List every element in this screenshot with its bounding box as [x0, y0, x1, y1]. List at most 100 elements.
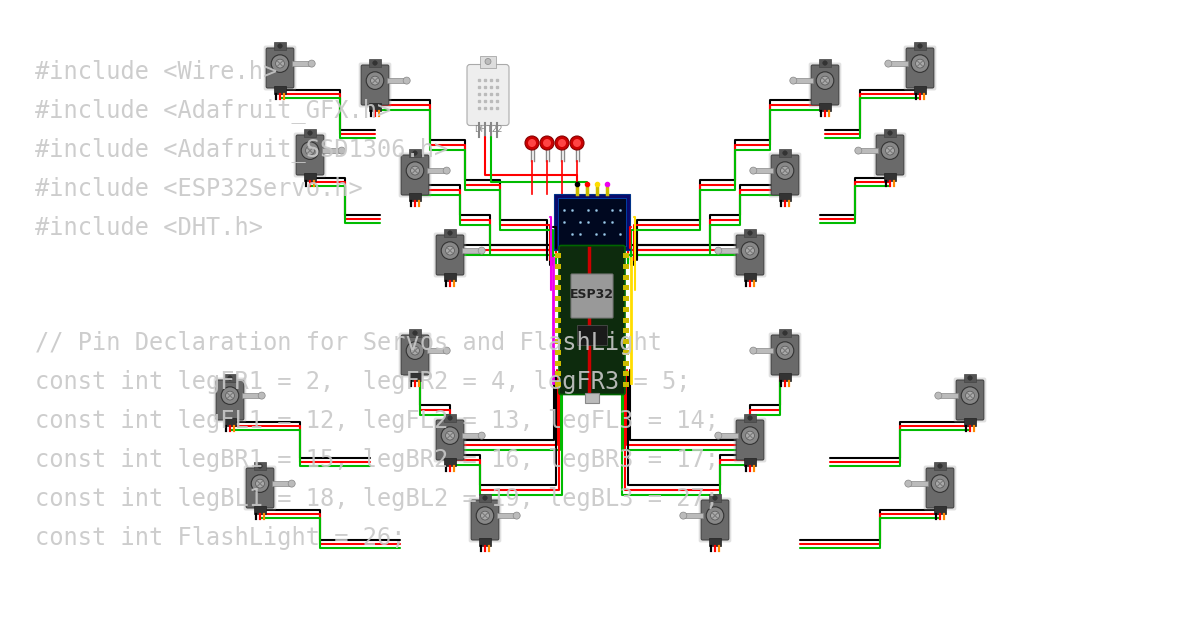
- Bar: [462, 248, 481, 253]
- Bar: [719, 433, 738, 438]
- Bar: [409, 149, 420, 156]
- FancyBboxPatch shape: [924, 466, 956, 510]
- Bar: [818, 103, 832, 110]
- Bar: [497, 513, 517, 518]
- Circle shape: [442, 242, 458, 260]
- Circle shape: [918, 44, 923, 49]
- Circle shape: [445, 431, 455, 440]
- Circle shape: [706, 507, 724, 524]
- Bar: [908, 481, 928, 486]
- Bar: [780, 329, 791, 336]
- Bar: [388, 78, 407, 83]
- Bar: [744, 459, 756, 466]
- Bar: [554, 253, 562, 258]
- Bar: [272, 481, 292, 486]
- Bar: [779, 374, 791, 381]
- Text: const int legBL1 = 18, legBL2 = 19, legBL3 = 27;: const int legBL1 = 18, legBL2 = 19, legB…: [35, 487, 719, 511]
- FancyBboxPatch shape: [769, 333, 802, 377]
- FancyBboxPatch shape: [264, 45, 296, 91]
- Bar: [254, 507, 266, 513]
- Circle shape: [781, 166, 790, 175]
- Bar: [462, 433, 481, 438]
- Circle shape: [413, 151, 418, 155]
- Bar: [754, 168, 773, 173]
- Bar: [623, 253, 629, 258]
- Circle shape: [271, 55, 289, 72]
- FancyBboxPatch shape: [246, 468, 274, 508]
- Bar: [409, 374, 421, 381]
- Text: DHT22: DHT22: [474, 125, 502, 134]
- Bar: [884, 173, 896, 181]
- Bar: [554, 264, 562, 269]
- FancyBboxPatch shape: [469, 498, 502, 542]
- Circle shape: [338, 147, 346, 154]
- Circle shape: [967, 376, 972, 380]
- FancyBboxPatch shape: [361, 65, 389, 105]
- Bar: [480, 55, 496, 67]
- Bar: [623, 328, 629, 333]
- Circle shape: [884, 60, 892, 67]
- Circle shape: [816, 72, 834, 89]
- FancyBboxPatch shape: [772, 335, 799, 375]
- Circle shape: [823, 61, 827, 65]
- Bar: [793, 78, 812, 83]
- Circle shape: [406, 342, 424, 359]
- Bar: [623, 371, 629, 376]
- Circle shape: [413, 331, 418, 335]
- Circle shape: [750, 167, 757, 174]
- FancyBboxPatch shape: [433, 418, 467, 462]
- Circle shape: [713, 496, 718, 500]
- FancyBboxPatch shape: [571, 274, 613, 318]
- Circle shape: [307, 131, 312, 135]
- Circle shape: [371, 76, 379, 85]
- Circle shape: [782, 151, 787, 155]
- Bar: [623, 360, 629, 365]
- Circle shape: [258, 392, 265, 399]
- Bar: [409, 329, 420, 336]
- Circle shape: [478, 432, 485, 439]
- Text: ESP32: ESP32: [570, 287, 614, 301]
- FancyBboxPatch shape: [433, 232, 467, 277]
- Circle shape: [221, 387, 239, 404]
- FancyBboxPatch shape: [472, 500, 499, 540]
- Circle shape: [742, 242, 758, 260]
- FancyBboxPatch shape: [401, 335, 428, 375]
- Circle shape: [443, 167, 450, 174]
- Bar: [479, 539, 491, 546]
- Bar: [744, 415, 756, 421]
- Circle shape: [251, 475, 269, 493]
- Bar: [323, 148, 342, 153]
- FancyBboxPatch shape: [296, 135, 324, 175]
- Circle shape: [276, 59, 284, 68]
- Circle shape: [288, 480, 295, 487]
- Circle shape: [558, 139, 566, 147]
- FancyBboxPatch shape: [559, 246, 625, 394]
- Bar: [254, 462, 265, 469]
- Bar: [934, 507, 946, 513]
- Bar: [965, 374, 976, 382]
- Circle shape: [715, 432, 722, 439]
- Circle shape: [478, 247, 485, 254]
- Bar: [554, 382, 562, 387]
- FancyBboxPatch shape: [266, 48, 294, 88]
- Circle shape: [228, 376, 233, 380]
- Circle shape: [710, 511, 720, 520]
- Bar: [554, 360, 562, 365]
- Text: #include <Wire.h>: #include <Wire.h>: [35, 60, 277, 84]
- Bar: [242, 393, 262, 398]
- Bar: [444, 459, 456, 466]
- Bar: [779, 193, 791, 200]
- Circle shape: [373, 61, 377, 65]
- Bar: [275, 42, 286, 50]
- Circle shape: [258, 464, 263, 468]
- Text: #include <ESP32Servo.h>: #include <ESP32Servo.h>: [35, 177, 362, 201]
- Circle shape: [916, 59, 924, 68]
- Circle shape: [514, 512, 521, 519]
- FancyBboxPatch shape: [772, 155, 799, 195]
- Text: #include <DHT.h>: #include <DHT.h>: [35, 216, 263, 240]
- Circle shape: [782, 331, 787, 335]
- Circle shape: [679, 512, 686, 519]
- FancyBboxPatch shape: [359, 62, 391, 108]
- FancyBboxPatch shape: [398, 152, 431, 197]
- Bar: [444, 273, 456, 280]
